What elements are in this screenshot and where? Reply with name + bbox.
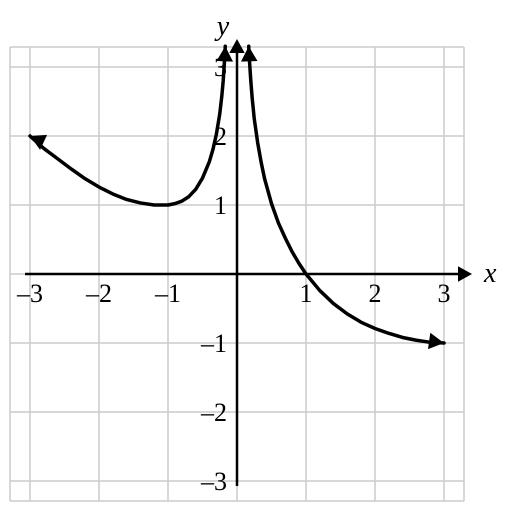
plot-background: [0, 0, 525, 510]
x-axis-label: x: [483, 258, 497, 289]
line-plot: –3–2–1123–3–2–1123xy: [0, 0, 525, 510]
y-tick-label: –1: [200, 329, 227, 358]
x-tick-label: 1: [300, 279, 313, 308]
y-tick-label: 1: [214, 191, 227, 220]
x-tick-label: –2: [85, 279, 112, 308]
x-tick-label: –3: [16, 279, 43, 308]
y-axis-label: y: [214, 11, 230, 42]
x-tick-label: –1: [154, 279, 181, 308]
y-tick-label: –3: [200, 467, 227, 496]
x-tick-label: 3: [438, 279, 451, 308]
y-tick-label: –2: [200, 398, 227, 427]
x-tick-label: 2: [369, 279, 382, 308]
